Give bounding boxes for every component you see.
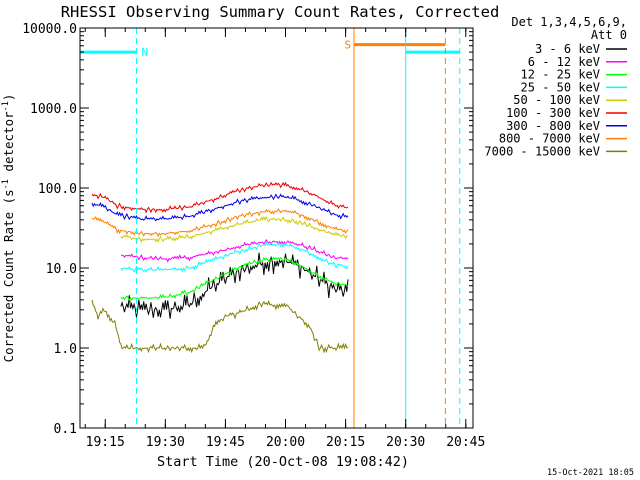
series-line-50-100-kev xyxy=(120,215,349,244)
y-tick-label: 0.1 xyxy=(54,422,77,437)
legend-label-100-300-kev: 100 - 300 keV xyxy=(506,106,600,120)
legend-header-line-1: Det 1,3,4,5,6,9, xyxy=(511,15,627,29)
data-layer xyxy=(91,181,349,354)
y-axis-label-superscript-2: -1 xyxy=(1,101,11,111)
y-tick-label: 10000.0 xyxy=(22,22,77,37)
y-axis: 0.1 1.0 10.0 100.0 1000.0 10000.0 xyxy=(22,22,473,437)
series-line-12-25-kev xyxy=(120,256,349,302)
x-tick-label: 19:45 xyxy=(206,435,245,450)
x-tick-label: 20:45 xyxy=(446,435,485,450)
legend-label-3-6-kev: 3 - 6 keV xyxy=(535,42,600,56)
legend-label-6-12-kev: 6 - 12 keV xyxy=(528,55,600,69)
series-line-800-7000-kev xyxy=(91,208,349,238)
series-line-7000-15000-kev xyxy=(91,299,349,354)
annotation-label-n: N xyxy=(141,46,148,59)
legend-header-line-2: Att 0 xyxy=(591,28,627,42)
annotation-label-s: S xyxy=(344,39,351,52)
y-axis-label-part-1: Corrected Count Rate (s xyxy=(1,189,16,362)
x-tick-label: 19:30 xyxy=(146,435,185,450)
x-tick-label: 20:00 xyxy=(266,435,305,450)
y-tick-label: 100.0 xyxy=(38,182,77,197)
y-axis-label: Corrected Count Rate (s-1 detector-1) xyxy=(1,94,16,363)
footer-timestamp: 15-Oct-2021 18:05 xyxy=(547,468,634,478)
y-tick-label: 1.0 xyxy=(54,342,77,357)
y-axis-label-part-2: detector xyxy=(1,111,16,179)
x-axis-label: Start Time (20-Oct-08 19:08:42) xyxy=(157,454,409,470)
x-tick-label: 20:30 xyxy=(386,435,425,450)
series-line-3-6-kev xyxy=(120,252,349,319)
x-tick-label: 19:15 xyxy=(86,435,125,450)
legend-label-800-7000-kev: 800 - 7000 keV xyxy=(499,132,600,146)
plot-frame xyxy=(79,27,474,429)
legend-label-7000-15000-kev: 7000 - 15000 keV xyxy=(484,144,600,158)
legend-label-12-25-kev: 12 - 25 keV xyxy=(521,68,600,82)
y-tick-label: 1000.0 xyxy=(30,102,77,117)
legend-label-50-100-kev: 50 - 100 keV xyxy=(513,93,600,107)
x-axis: 19:15 19:30 19:45 20:00 20:15 20:30 20:45 xyxy=(84,28,485,450)
y-tick-label: 10.0 xyxy=(46,262,77,277)
legend-label-300-800-kev: 300 - 800 keV xyxy=(506,119,600,133)
series-line-300-800-kev xyxy=(91,193,349,222)
series-line-6-12-kev xyxy=(120,238,349,263)
chart-title: RHESSI Observing Summary Count Rates, Co… xyxy=(61,3,500,21)
legend-label-25-50-kev: 25 - 50 keV xyxy=(521,80,600,94)
x-tick-label: 20:15 xyxy=(326,435,365,450)
y-axis-label-superscript-1: -1 xyxy=(1,179,11,189)
series-line-25-50-kev xyxy=(120,241,349,273)
annotation-layer: NS xyxy=(80,28,461,428)
series-line-100-300-kev xyxy=(91,181,349,214)
y-axis-label-part-3: ) xyxy=(1,94,16,102)
